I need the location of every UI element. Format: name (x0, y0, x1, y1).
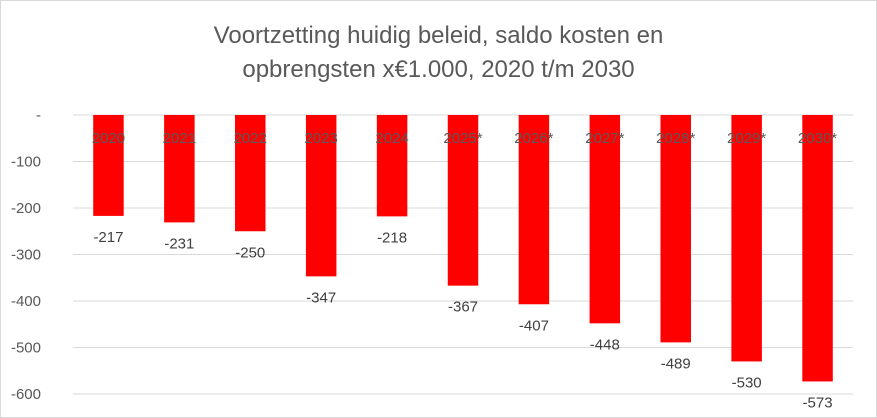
y-tick-label: -500 (11, 340, 41, 357)
chart-title-line-1: Voortzetting huidig beleid, saldo kosten… (213, 22, 664, 49)
x-tick-label: 2020 (92, 130, 125, 147)
x-tick-label: 2024 (375, 130, 408, 147)
bar (447, 115, 479, 286)
y-tick-label: -300 (11, 247, 41, 264)
bar (376, 115, 408, 217)
data-label: -231 (164, 235, 194, 252)
data-label: -407 (519, 317, 549, 334)
bar (235, 115, 266, 232)
data-label: -573 (803, 394, 833, 411)
bar (731, 115, 762, 362)
data-label: -218 (377, 229, 407, 246)
x-tick-label: 2027* (585, 130, 624, 147)
bar (518, 115, 550, 305)
y-tick-label: - (36, 107, 41, 124)
x-tick-label: 2029* (727, 130, 766, 147)
x-tick-label: 2023 (304, 130, 337, 147)
data-label: -217 (93, 229, 123, 246)
data-label: -347 (306, 289, 336, 306)
x-tick-label: 2022 (234, 130, 267, 147)
x-tick-label: 2021 (163, 130, 196, 147)
bar (802, 115, 833, 382)
bar (589, 115, 621, 324)
data-label: -489 (661, 355, 691, 372)
y-tick-label: -400 (11, 293, 41, 310)
x-tick-label: 2028* (656, 130, 695, 147)
bar (93, 115, 124, 216)
data-label: -530 (732, 374, 762, 391)
x-tick-label: 2030* (798, 130, 837, 147)
y-tick-label: -600 (11, 386, 41, 403)
data-label: -367 (448, 299, 478, 316)
data-label: -448 (590, 336, 620, 353)
bar (660, 115, 691, 343)
x-tick-label: 2026* (514, 130, 553, 147)
chart-title-line-2: opbrengsten x€1.000, 2020 t/m 2030 (242, 56, 635, 83)
y-tick-label: -100 (11, 154, 41, 171)
y-tick-label: -200 (11, 200, 41, 217)
bar (305, 115, 337, 277)
chart-title: Voortzetting huidig beleid, saldo kosten… (1, 19, 876, 87)
data-label: -250 (235, 244, 265, 261)
x-tick-label: 2025* (443, 130, 482, 147)
bar (164, 115, 195, 223)
